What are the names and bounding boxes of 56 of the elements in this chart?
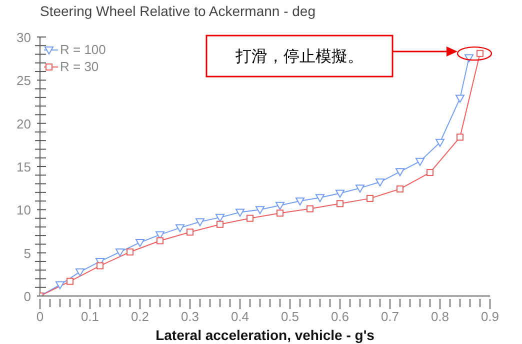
chart-title: Steering Wheel Relative to Ackermann - deg [40,3,316,19]
point [476,50,484,57]
x-tick-label: 0.7 [380,309,400,324]
point [76,268,84,276]
point [296,198,304,206]
y-tick-label: 5 [24,246,31,261]
point [306,205,314,212]
point [366,194,374,202]
point [136,238,144,247]
point [246,214,254,222]
y-tick-label: 15 [16,160,31,174]
legend-label: R = 100 [60,42,106,57]
point [356,184,364,193]
point [216,214,224,222]
point [276,210,284,217]
y-tick-label: 20 [16,116,31,132]
point [426,169,434,176]
point [336,200,344,208]
point [456,134,464,141]
x-tick-label: 0.4 [230,309,250,324]
point [316,194,324,202]
y-tick-label: 0 [24,289,31,304]
point [456,94,464,103]
x-tick-label: 0.3 [180,309,200,324]
x-axis-title: Lateral acceleration, vehicle - g's [156,327,375,343]
point [66,278,74,285]
point [176,224,184,232]
legend-label: R = 30 [60,59,99,74]
x-tick-label: 0.8 [430,309,450,324]
x-tick-label: 0.6 [330,309,350,324]
point [376,178,384,187]
annotation: 打滑，停止模擬。 [234,46,364,66]
y-tick-label: 30 [16,30,31,45]
point [196,218,204,226]
point [56,281,64,290]
y-tick-label: 10 [16,202,31,218]
x-tick-label: 0 [36,309,44,324]
point [96,262,104,270]
x-tick-label: 0.1 [80,309,100,324]
point [396,185,404,192]
point [256,206,264,214]
point [236,208,244,217]
point [156,237,164,244]
point [396,168,404,176]
point [116,248,124,256]
point [336,190,344,198]
point [216,220,224,228]
point [186,228,194,236]
x-tick-label: 0.2 [130,309,150,324]
x-tick-label: 0.5 [280,309,300,324]
y-tick-label: 25 [16,73,31,88]
point [436,138,444,147]
point [416,158,424,166]
point [126,248,134,256]
x-tick-label: 0.9 [480,309,500,324]
point [276,202,284,210]
